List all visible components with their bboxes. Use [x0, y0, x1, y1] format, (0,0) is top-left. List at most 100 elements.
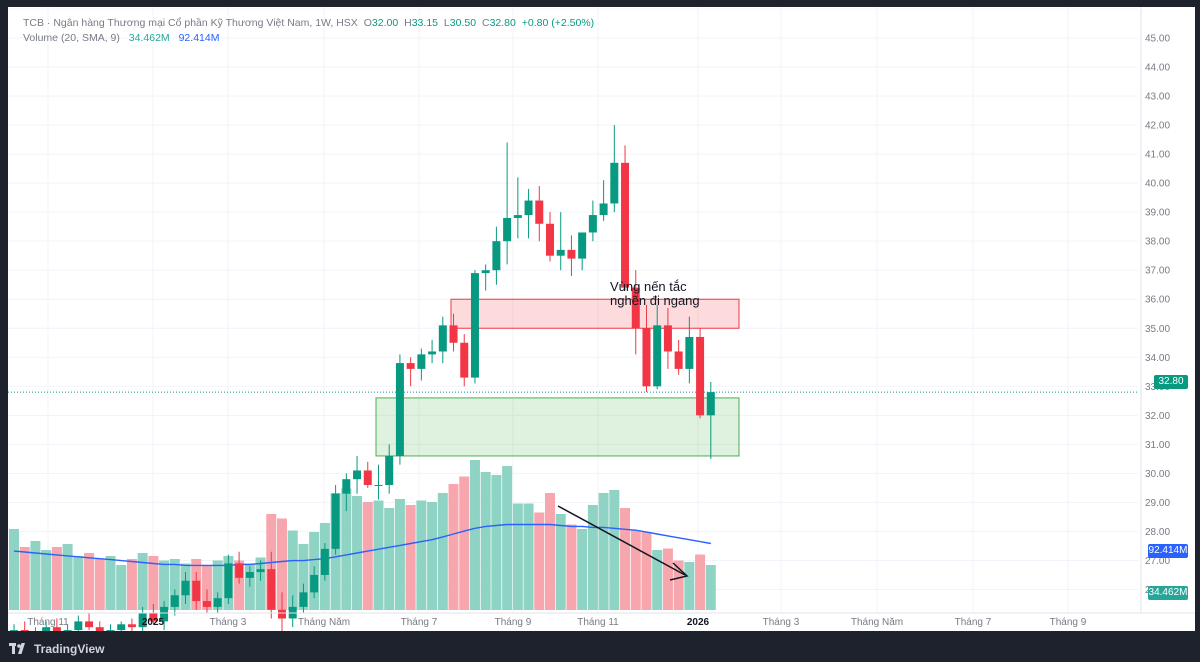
price-tick-label: 31.00	[1145, 440, 1170, 451]
time-tick-label: Tháng 11	[27, 617, 69, 628]
candle-body	[642, 328, 651, 387]
volume-bar	[362, 502, 373, 610]
price-tick-label: 43.00	[1145, 92, 1170, 103]
volume-bar	[30, 541, 41, 610]
high-label: H	[404, 17, 412, 29]
open-value: 32.00	[371, 17, 399, 29]
candle-body	[235, 563, 244, 578]
volume-bar	[491, 475, 502, 610]
chart-canvas[interactable]: 26.0027.0028.0029.0030.0031.0032.0033.00…	[8, 7, 1195, 631]
brand-name: TradingView	[34, 642, 105, 656]
candle-body	[213, 598, 222, 607]
candle-body	[513, 215, 522, 218]
price-tick-label: 29.00	[1145, 498, 1170, 509]
volume-bar	[684, 562, 695, 610]
candle-body	[481, 270, 490, 274]
volume-bar	[620, 508, 631, 610]
volume-bar	[255, 557, 266, 610]
last-price-badge: 32.80	[1154, 375, 1188, 389]
volume-bar	[416, 500, 427, 610]
zone-annotation: Vùng nến tắc nghẽn đi ngang	[610, 280, 700, 308]
volume-bar	[298, 544, 309, 610]
volume-bar	[469, 460, 480, 610]
candle-body	[599, 203, 608, 216]
volume-bar	[373, 500, 384, 610]
candle-body	[278, 609, 286, 619]
volume-bar	[427, 502, 438, 610]
price-tick-label: 35.00	[1145, 324, 1170, 335]
price-tick-label: 41.00	[1145, 150, 1170, 161]
candle-body	[10, 630, 18, 631]
volume-bar	[480, 472, 491, 610]
candle-body	[149, 612, 158, 622]
volume-bar	[448, 484, 459, 610]
volume-bar	[384, 508, 395, 610]
time-tick-label: 2025	[142, 617, 165, 628]
price-tick-label: 39.00	[1145, 208, 1170, 219]
candle-body	[224, 563, 233, 599]
candle-body	[52, 627, 61, 631]
close-value: 32.80	[489, 17, 516, 29]
volume-bar	[512, 503, 523, 610]
candle-body	[588, 215, 597, 233]
tradingview-icon	[9, 643, 25, 654]
candle-body	[406, 363, 415, 369]
candle-body	[428, 351, 437, 355]
candle-body	[524, 200, 533, 216]
volume-bar	[148, 556, 159, 610]
candle-body	[567, 249, 576, 259]
candle-body	[320, 548, 329, 575]
candle-body	[256, 569, 265, 573]
low-value: 30.50	[449, 17, 477, 29]
candle-body	[546, 223, 554, 256]
chart-frame[interactable]: 26.0027.0028.0029.0030.0031.0032.0033.00…	[8, 7, 1195, 631]
volume-bar	[555, 514, 566, 610]
candle-body	[267, 569, 276, 610]
volume-bar	[405, 505, 416, 610]
candle-body	[374, 484, 383, 486]
candle-body	[663, 325, 672, 352]
volume-bar	[459, 476, 470, 610]
red-congestion-zone	[450, 298, 740, 329]
volume-bar	[523, 503, 534, 610]
time-tick-label: Tháng 7	[401, 617, 438, 628]
time-tick-label: Tháng Năm	[851, 617, 903, 628]
volume-bar	[277, 518, 287, 610]
green-support-zone	[375, 397, 740, 457]
candle-body	[85, 621, 94, 628]
volume-bar	[545, 493, 555, 610]
volume-bar	[169, 559, 180, 610]
candle-body	[310, 574, 319, 593]
price-tick-label: 30.00	[1145, 469, 1170, 480]
price-tick-label: 34.00	[1145, 353, 1170, 364]
candle-body	[127, 624, 136, 628]
volume-bar	[534, 512, 545, 610]
time-tick-label: Tháng Năm	[298, 617, 350, 628]
volume-bar	[673, 560, 684, 610]
high-value: 33.15	[411, 17, 438, 29]
time-tick-label: Tháng 11	[577, 617, 619, 628]
volume-bar	[116, 565, 127, 610]
volume-bar	[652, 550, 663, 610]
candle-body	[578, 232, 587, 259]
tradingview-logo[interactable]: TradingView	[9, 640, 104, 658]
time-tick-label: Tháng 3	[763, 617, 800, 628]
candle-body	[202, 601, 211, 607]
time-tick-label: Tháng 7	[955, 617, 992, 628]
volume-bar	[437, 493, 448, 610]
candle-body	[353, 470, 362, 480]
time-tick-label: Tháng 3	[210, 617, 247, 628]
price-tick-label: 36.00	[1145, 295, 1170, 306]
volume-bar	[341, 488, 352, 610]
price-tick-label: 37.00	[1145, 266, 1170, 277]
change-value: +0.80 (+2.50%)	[521, 17, 595, 29]
price-tick-label: 32.00	[1145, 411, 1170, 422]
open-label: O	[363, 17, 372, 29]
volume-bar	[662, 548, 673, 610]
candle-body	[385, 455, 394, 485]
volume-bar	[394, 499, 405, 610]
trend-arrow	[557, 505, 686, 576]
candle-body	[621, 162, 630, 288]
annotation-line-2: nghẽn đi ngang	[610, 293, 700, 308]
volume-bar	[577, 529, 588, 610]
